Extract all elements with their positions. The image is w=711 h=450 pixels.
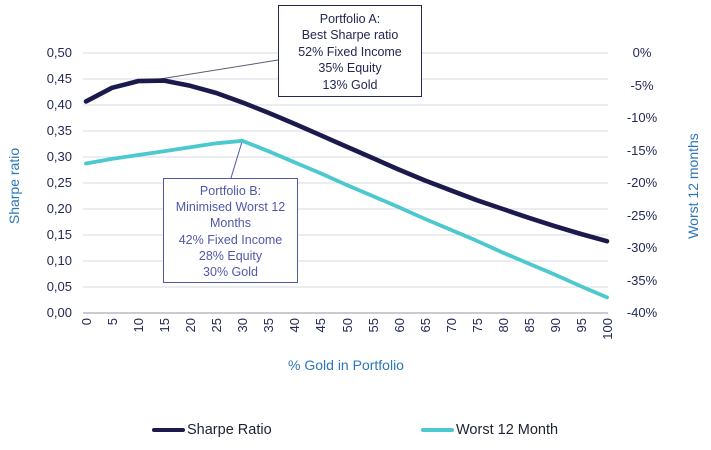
- y-axis-right-tick-label: -35%: [626, 272, 658, 288]
- series-line-sharpe-ratio: [83, 78, 610, 244]
- x-axis-tick-label: 80: [495, 318, 511, 333]
- y-axis-left-tick-label: 0,05: [46, 279, 72, 294]
- x-axis-tick-label: 25: [209, 318, 225, 333]
- x-axis-tick-label: 100: [600, 318, 615, 340]
- y-axis-left-tick-label: 0,15: [46, 227, 72, 242]
- annotation-text-line: 35% Equity: [318, 61, 382, 76]
- annotation-portfolio-a: Portfolio A: Best Sharpe ratio 52% Fixed I…: [278, 5, 422, 97]
- x-axis-tick-label: 5: [105, 318, 121, 326]
- x-axis-tick-label: 90: [547, 318, 563, 333]
- y-axis-left-tick-label: 0,45: [46, 71, 72, 86]
- x-axis-tick-label: 85: [521, 318, 537, 333]
- y-axis-right-tick-label: -15%: [626, 142, 658, 158]
- y-axis-left-tick-label: 0,10: [46, 253, 72, 268]
- x-axis-tick-label: 10: [131, 318, 147, 333]
- legend-item-sharpe-ratio: Sharpe Ratio: [152, 421, 272, 439]
- y-axis-left-tick-label: 0,35: [46, 123, 72, 138]
- x-axis-tick-label: 75: [469, 318, 485, 333]
- y-axis-right-tick-label: -10%: [626, 110, 658, 125]
- y-axis-left-tick-label: 0,20: [46, 201, 72, 216]
- series-line-worst-12-month: [84, 138, 609, 300]
- y-axis-left-tick-label: 0,25: [46, 175, 72, 190]
- x-axis-tick-label: 55: [365, 318, 381, 333]
- y-axis-right-tick-label: 0%: [632, 45, 652, 60]
- y-axis-left-tick-label: 0,30: [46, 149, 72, 164]
- x-axis-tick-label: 50: [339, 318, 355, 333]
- annotation-text-line: 42% Fixed Income: [178, 232, 283, 247]
- y-axis-left-tick-label: 0,40: [46, 97, 72, 112]
- x-axis-tick-label: 30: [235, 318, 251, 333]
- y-axis-right-title: Worst 12 months: [685, 133, 701, 239]
- leader-line-portfolio-a: [153, 59, 279, 81]
- x-axis-tick-label: 0: [79, 318, 94, 326]
- x-axis-tick-label: 65: [417, 318, 433, 333]
- x-axis-tick-label: 60: [391, 318, 407, 333]
- y-axis-right-tick-label: -5%: [630, 77, 654, 93]
- y-axis-right-tick-label: -30%: [626, 240, 658, 255]
- legend-swatch-sharpe-ratio: [152, 428, 185, 432]
- annotation-text-line: Best Sharpe ratio: [301, 28, 399, 43]
- annotation-text-line: Minimised Worst 12 Months: [175, 200, 286, 231]
- x-axis-tick-label: 35: [261, 318, 277, 333]
- legend-swatch-worst-12-month: [421, 428, 454, 432]
- x-axis-tick-label: 70: [443, 318, 459, 333]
- legend-item-worst-12-month: Worst 12 Month: [421, 421, 558, 439]
- annotation-text-line: 28% Equity: [198, 248, 263, 263]
- x-axis-tick-label: 95: [573, 318, 589, 333]
- x-axis-title: % Gold in Portfolio: [288, 357, 404, 373]
- y-axis-left-title: Sharpe ratio: [6, 147, 22, 225]
- annotation-text-line: 30% Gold: [203, 265, 258, 280]
- y-axis-right-tick-label: -20%: [626, 175, 658, 190]
- y-axis-right-tick-label: -25%: [626, 207, 658, 223]
- x-axis-tick-label: 20: [183, 318, 199, 333]
- x-axis-tick-label: 45: [313, 318, 329, 333]
- y-axis-left-tick-label: 0,00: [46, 305, 72, 320]
- x-axis-tick-label: 40: [287, 318, 303, 333]
- y-axis-left-tick-label: 0,50: [46, 45, 72, 60]
- leader-line-portfolio-b: [230, 140, 243, 179]
- x-axis-tick-label: 15: [157, 318, 173, 333]
- annotation-text-line: 13% Gold: [322, 77, 378, 92]
- annotation-text-line: 52% Fixed Income: [298, 44, 402, 59]
- y-axis-right-tick-label: -40%: [626, 305, 658, 320]
- legend-label-sharpe-ratio: Sharpe Ratio: [187, 422, 272, 438]
- annotation-portfolio-b: Portfolio B: Minimised Worst 12 Months 42%…: [163, 178, 298, 283]
- legend-label-worst-12-month: Worst 12 Month: [456, 422, 559, 438]
- annotation-text-line: Portfolio B:: [199, 184, 262, 198]
- annotation-text-line: Portfolio A:: [319, 12, 381, 26]
